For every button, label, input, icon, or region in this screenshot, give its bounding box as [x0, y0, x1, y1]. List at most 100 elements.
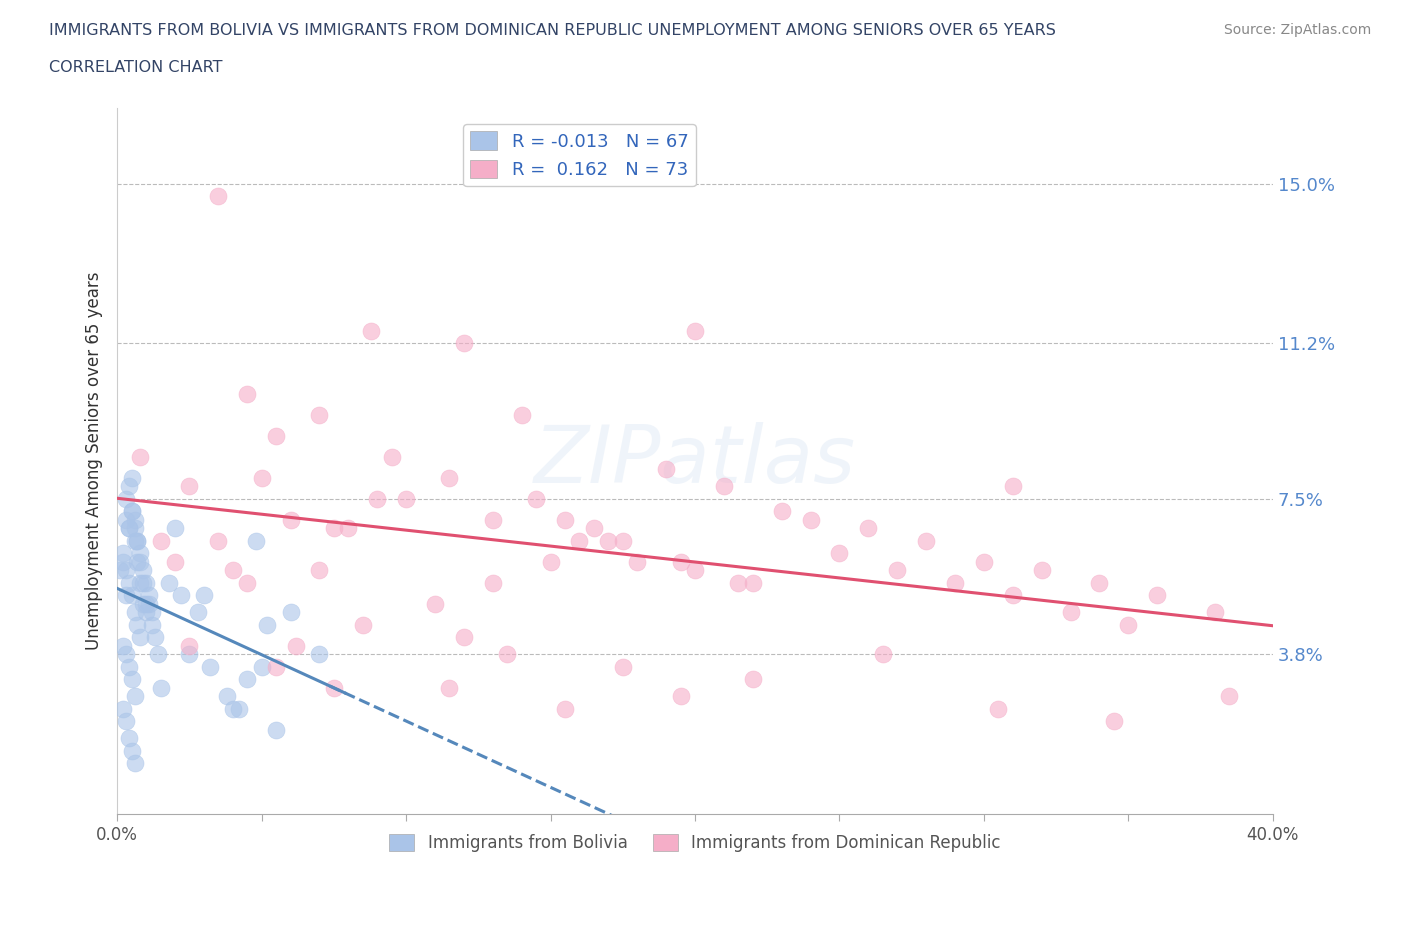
Point	[193, 588, 215, 603]
Point	[352, 618, 374, 632]
Point	[453, 336, 475, 351]
Point	[915, 533, 938, 548]
Point	[207, 189, 229, 204]
Point	[127, 533, 149, 548]
Text: IMMIGRANTS FROM BOLIVIA VS IMMIGRANTS FROM DOMINICAN REPUBLIC UNEMPLOYMENT AMONG: IMMIGRANTS FROM BOLIVIA VS IMMIGRANTS FR…	[49, 23, 1056, 38]
Point	[138, 596, 160, 611]
Point	[115, 512, 138, 527]
Point	[1218, 689, 1240, 704]
Point	[121, 504, 143, 519]
Point	[322, 521, 344, 536]
Point	[554, 701, 576, 716]
Point	[250, 471, 273, 485]
Point	[973, 554, 995, 569]
Point	[111, 546, 134, 561]
Point	[280, 604, 302, 619]
Point	[236, 386, 259, 401]
Point	[135, 596, 157, 611]
Text: ZIPatlas: ZIPatlas	[534, 422, 856, 500]
Point	[129, 630, 152, 644]
Point	[256, 618, 278, 632]
Point	[111, 554, 134, 569]
Point	[141, 618, 163, 632]
Point	[143, 630, 166, 644]
Point	[366, 491, 388, 506]
Point	[129, 546, 152, 561]
Text: Source: ZipAtlas.com: Source: ZipAtlas.com	[1223, 23, 1371, 37]
Point	[1204, 604, 1226, 619]
Point	[713, 479, 735, 494]
Point	[228, 701, 250, 716]
Point	[149, 681, 172, 696]
Point	[187, 604, 209, 619]
Point	[124, 689, 146, 704]
Point	[395, 491, 418, 506]
Point	[118, 521, 141, 536]
Point	[121, 471, 143, 485]
Point	[118, 576, 141, 591]
Point	[683, 324, 706, 339]
Point	[118, 479, 141, 494]
Point	[108, 563, 131, 578]
Point	[222, 563, 245, 578]
Point	[669, 554, 692, 569]
Point	[250, 659, 273, 674]
Point	[322, 681, 344, 696]
Point	[207, 533, 229, 548]
Point	[118, 659, 141, 674]
Point	[163, 521, 186, 536]
Point	[943, 576, 966, 591]
Point	[179, 479, 201, 494]
Point	[132, 576, 155, 591]
Point	[741, 576, 763, 591]
Point	[138, 588, 160, 603]
Point	[626, 554, 648, 569]
Point	[163, 554, 186, 569]
Point	[111, 701, 134, 716]
Point	[987, 701, 1010, 716]
Point	[1088, 576, 1111, 591]
Point	[124, 756, 146, 771]
Point	[568, 533, 591, 548]
Point	[179, 638, 201, 653]
Y-axis label: Unemployment Among Seniors over 65 years: Unemployment Among Seniors over 65 years	[86, 272, 103, 650]
Point	[612, 659, 634, 674]
Point	[496, 646, 519, 661]
Point	[381, 449, 404, 464]
Point	[121, 504, 143, 519]
Point	[129, 449, 152, 464]
Point	[215, 689, 238, 704]
Point	[439, 681, 461, 696]
Point	[141, 604, 163, 619]
Point	[337, 521, 360, 536]
Point	[157, 576, 180, 591]
Point	[129, 576, 152, 591]
Point	[170, 588, 193, 603]
Point	[308, 563, 330, 578]
Point	[655, 462, 678, 477]
Point	[115, 563, 138, 578]
Point	[135, 576, 157, 591]
Point	[872, 646, 894, 661]
Point	[146, 646, 169, 661]
Point	[1102, 714, 1125, 729]
Point	[669, 689, 692, 704]
Legend: Immigrants from Bolivia, Immigrants from Dominican Republic: Immigrants from Bolivia, Immigrants from…	[382, 827, 1007, 858]
Text: CORRELATION CHART: CORRELATION CHART	[49, 60, 222, 75]
Point	[481, 576, 503, 591]
Point	[149, 533, 172, 548]
Point	[132, 596, 155, 611]
Point	[858, 521, 880, 536]
Point	[264, 428, 287, 443]
Point	[245, 533, 267, 548]
Point	[439, 471, 461, 485]
Point	[118, 731, 141, 746]
Point	[236, 576, 259, 591]
Point	[453, 630, 475, 644]
Point	[264, 659, 287, 674]
Point	[308, 646, 330, 661]
Point	[423, 596, 446, 611]
Point	[280, 512, 302, 527]
Point	[121, 743, 143, 758]
Point	[683, 563, 706, 578]
